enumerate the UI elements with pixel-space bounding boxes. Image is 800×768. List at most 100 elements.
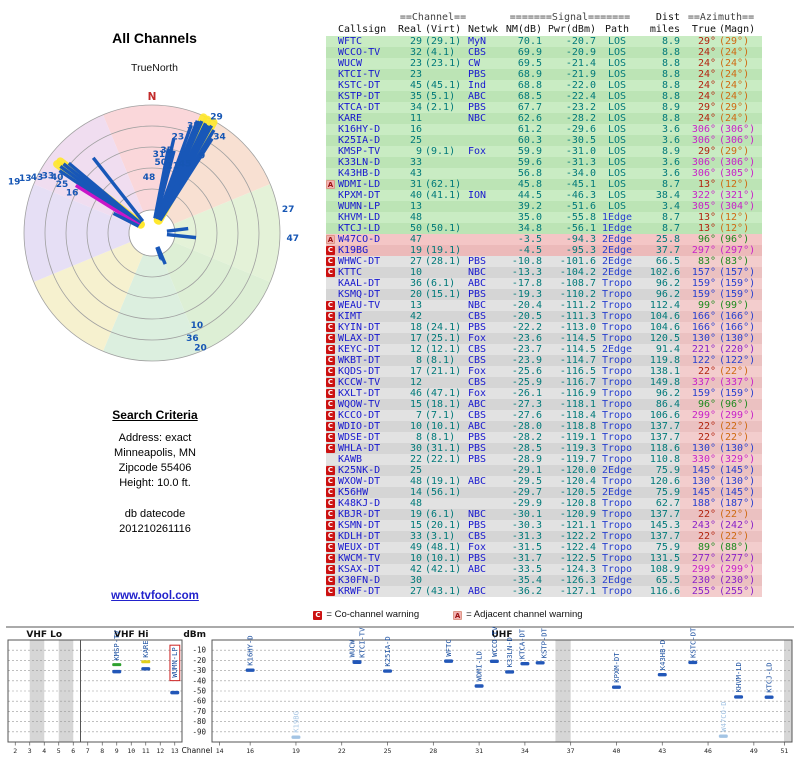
table-row: KHVM-LD 48 35.0 -55.8 1Edge 8.7 13° (12°) — [326, 212, 762, 223]
callsign-link[interactable]: K16HY-D — [338, 124, 381, 135]
callsign-link[interactable]: WQOW-TV — [338, 399, 381, 410]
radar-sector — [33, 114, 153, 233]
magn-azimuth-cell: (166°) — [716, 322, 762, 333]
network-cell — [468, 168, 502, 179]
callsign-link[interactable]: KIMT — [338, 311, 363, 322]
pwr-cell: -34.0 — [565, 168, 596, 179]
callsign-link[interactable]: WXOW-DT — [338, 476, 381, 487]
radar-sector — [103, 233, 201, 362]
real-channel-cell: 12 — [409, 344, 422, 355]
callsign-link[interactable]: WHLA-DT — [338, 443, 381, 454]
table-row: C KSMN-DT 15 (20.1) PBS -30.3 -121.1 Tropo 145.3… — [326, 520, 762, 531]
callsign-link[interactable]: KAAL-DT — [338, 278, 381, 289]
magn-azimuth-cell: (22°) — [716, 531, 762, 542]
callsign-link[interactable]: WHWC-DT — [338, 256, 381, 267]
callsign-link[interactable]: WEUX-DT — [338, 542, 381, 553]
callsign-link[interactable]: K43HB-D — [338, 168, 381, 179]
header-spacer — [326, 12, 398, 24]
callsign-link[interactable]: K33LN-D — [338, 157, 381, 168]
callsign-link[interactable]: WUCW — [338, 58, 363, 69]
callsign-link[interactable]: K19BG — [338, 245, 369, 256]
virt-channel-cell — [422, 498, 468, 509]
nm-cell: -20.4 — [511, 300, 542, 311]
real-channel-cell: 18 — [409, 322, 422, 333]
pwr-cell: -111.3 — [559, 311, 596, 322]
magn-azimuth-cell: (22°) — [716, 432, 762, 443]
miles-cell: 38.4 — [655, 190, 680, 201]
network-cell: CBS — [468, 47, 487, 58]
callsign-link[interactable]: K48KJ-D — [338, 498, 381, 509]
callsign-link[interactable]: WDSE-DT — [338, 432, 381, 443]
callsign-link[interactable]: K25IA-D — [338, 135, 381, 146]
miles-cell: 3.4 — [661, 201, 680, 212]
pwr-header: Pwr(dBm) — [547, 24, 596, 35]
callsign-link[interactable]: WEAU-TV — [338, 300, 381, 311]
nm-cell: 70.1 — [517, 36, 542, 47]
virt-channel-cell: (56.1) — [425, 487, 462, 498]
pwr-cell: -127.1 — [559, 586, 596, 597]
callsign-link[interactable]: KHVM-LD — [338, 212, 381, 223]
callsign-link[interactable]: KTCI-TV — [338, 69, 381, 80]
callsign-link[interactable]: WDIO-DT — [338, 421, 381, 432]
callsign-link[interactable]: KXLT-DT — [338, 388, 381, 399]
nm-cell: 35.0 — [517, 212, 542, 223]
table-row: K43HB-D 43 56.8 -34.0 LOS 3.6 306° (305°) — [326, 168, 762, 179]
magn-azimuth-cell: (22°) — [716, 366, 762, 377]
callsign-link[interactable]: W47CO-D — [338, 234, 381, 245]
callsign-link[interactable]: KMSP-TV — [338, 146, 381, 157]
callsign-link[interactable]: KSMQ-DT — [338, 289, 381, 300]
true-azimuth-cell: 22° — [680, 421, 716, 432]
callsign-link[interactable]: KTCJ-LD — [338, 223, 381, 234]
path-cell: Tropo — [601, 531, 633, 542]
callsign-link[interactable]: KRWF-DT — [338, 586, 381, 597]
callsign-link[interactable]: KSTC-DT — [338, 80, 381, 91]
callsign-link[interactable]: KSAX-DT — [338, 564, 381, 575]
callsign-link[interactable]: KAWB — [338, 454, 363, 465]
callsign-link[interactable]: KTCA-DT — [338, 102, 381, 113]
true-azimuth-cell: 166° — [680, 311, 716, 322]
callsign-link[interactable]: WLAX-DT — [338, 333, 381, 344]
path-cell: 2Edge — [601, 234, 633, 245]
callsign-link[interactable]: KWCM-TV — [338, 553, 381, 564]
channel-spoke — [158, 137, 214, 222]
nm-cell: -27.3 — [511, 399, 542, 410]
callsign-link[interactable]: WDMI-LD — [338, 179, 381, 190]
network-cell: PBS — [468, 454, 487, 465]
callsign-link[interactable]: KARE — [338, 113, 363, 124]
miles-cell: 8.8 — [661, 91, 680, 102]
callsign-link[interactable]: KYIN-DT — [338, 322, 381, 333]
miles-cell: 86.4 — [655, 399, 680, 410]
callsign-link[interactable]: WFTC — [338, 36, 363, 47]
callsign-link[interactable]: KBJR-DT — [338, 509, 381, 520]
callsign-link[interactable]: KPXM-DT — [338, 190, 381, 201]
miles-cell: 3.6 — [661, 135, 680, 146]
tvfool-link[interactable]: www.tvfool.com — [111, 590, 199, 602]
callsign-link[interactable]: KDLH-DT — [338, 531, 381, 542]
callsign-link[interactable]: K30FN-D — [338, 575, 381, 586]
pwr-cell: -21.4 — [565, 58, 596, 69]
callsign-link[interactable]: KSTP-DT — [338, 91, 381, 102]
callsign-link[interactable]: WUMN-LP — [338, 201, 381, 212]
dbm-tick-label: -20 — [192, 656, 206, 665]
callsign-link[interactable]: K56HW — [338, 487, 369, 498]
callsign-link[interactable]: K25NK-D — [338, 465, 381, 476]
callsign-link[interactable]: WCCO-TV — [338, 47, 381, 58]
callsign-link[interactable]: KEYC-DT — [338, 344, 381, 355]
miles-cell: 104.6 — [649, 322, 680, 333]
table-row: KTCI-TV 23 PBS 68.9 -21.9 LOS 8.8 24° (24°) — [326, 69, 762, 80]
virt-channel-cell: (5.1) — [425, 91, 456, 102]
nm-cell: -31.3 — [511, 531, 542, 542]
callsign-link[interactable]: KSMN-DT — [338, 520, 381, 531]
co-channel-warning-icon: C — [326, 543, 335, 552]
callsign-link[interactable]: KCCW-TV — [338, 377, 381, 388]
callsign-link[interactable]: WKBT-DT — [338, 355, 381, 366]
channel-tick-label: 43 — [658, 747, 666, 755]
dbm-tick-label: -40 — [192, 676, 206, 685]
channel-spoke-label: 31 — [153, 150, 166, 160]
yellow-highlight-bar — [141, 660, 151, 664]
callsign-link[interactable]: KQDS-DT — [338, 366, 381, 377]
callsign-link[interactable]: KTTC — [338, 267, 363, 278]
callsign-link[interactable]: KCCO-DT — [338, 410, 381, 421]
pwr-cell: -120.0 — [559, 465, 596, 476]
magn-azimuth-cell: (230°) — [716, 575, 762, 586]
